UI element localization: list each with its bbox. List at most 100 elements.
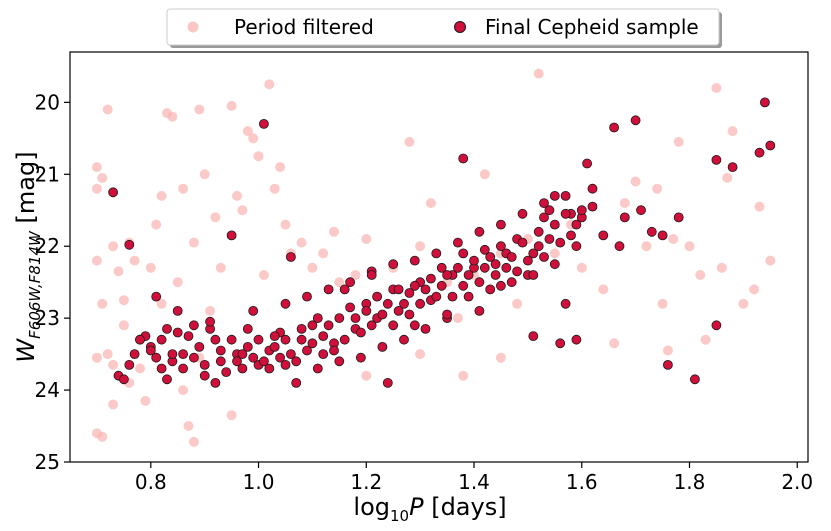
point-period-filtered [97, 298, 108, 309]
point-period-filtered [237, 205, 248, 216]
point-final-cepheid [485, 252, 496, 262]
point-final-cepheid [727, 162, 738, 173]
point-period-filtered [91, 183, 102, 194]
point-final-cepheid [619, 212, 630, 223]
point-final-cepheid [452, 262, 463, 273]
point-final-cepheid [183, 331, 194, 342]
point-final-cepheid [388, 320, 399, 331]
point-final-cepheid [528, 270, 539, 280]
legend-label-period-filtered: Period filtered [234, 15, 374, 39]
point-final-cepheid [587, 201, 598, 212]
point-final-cepheid [210, 334, 221, 345]
point-final-cepheid [517, 237, 528, 248]
point-period-filtered [318, 248, 329, 259]
point-final-cepheid [657, 230, 668, 241]
point-final-cepheid [409, 255, 420, 266]
point-final-cepheid [555, 237, 566, 248]
point-period-filtered [765, 255, 776, 266]
legend-marker-period-filtered [187, 21, 199, 33]
point-final-cepheid [307, 338, 318, 349]
point-final-cepheid [399, 334, 409, 345]
point-final-cepheid [156, 334, 167, 345]
point-final-cepheid [501, 262, 512, 273]
point-period-filtered [97, 431, 108, 442]
point-period-filtered [210, 212, 221, 223]
point-final-cepheid [210, 377, 221, 388]
point-final-cepheid [329, 345, 339, 356]
point-final-cepheid [479, 244, 490, 255]
point-final-cepheid [544, 234, 555, 244]
point-final-cepheid [576, 205, 587, 216]
point-final-cepheid [172, 305, 183, 316]
point-period-filtered [135, 363, 145, 374]
point-final-cepheid [232, 356, 242, 367]
point-period-filtered [673, 136, 684, 147]
point-final-cepheid [458, 153, 469, 164]
point-period-filtered [549, 248, 560, 259]
point-period-filtered [269, 183, 280, 194]
point-final-cepheid [135, 334, 145, 345]
point-period-filtered [361, 234, 372, 244]
point-period-filtered [242, 126, 253, 137]
point-final-cepheid [280, 334, 291, 345]
point-final-cepheid [226, 334, 237, 345]
point-final-cepheid [291, 356, 302, 367]
point-period-filtered [738, 298, 749, 309]
point-period-filtered [167, 111, 178, 122]
x-axis-label: log10P [days] [353, 493, 506, 525]
point-final-cepheid [215, 345, 226, 356]
point-final-cepheid [162, 374, 172, 385]
legend-label-final-cepheid-sample: Final Cepheid sample [485, 15, 699, 39]
point-final-cepheid [636, 205, 646, 216]
point-final-cepheid [598, 230, 609, 241]
point-final-cepheid [221, 367, 232, 378]
point-period-filtered [662, 345, 673, 356]
point-final-cepheid [377, 309, 388, 320]
point-period-filtered [668, 234, 679, 244]
point-final-cepheid [404, 288, 415, 298]
point-final-cepheid [495, 280, 506, 291]
point-final-cepheid [312, 313, 323, 324]
point-period-filtered [754, 201, 765, 212]
point-final-cepheid [151, 352, 162, 363]
legend-box [166, 8, 720, 46]
point-period-filtered [253, 151, 264, 162]
point-final-cepheid [663, 359, 673, 370]
point-final-cepheid [248, 352, 259, 363]
point-final-cepheid [528, 331, 539, 342]
point-final-cepheid [205, 316, 216, 327]
point-final-cepheid [609, 122, 619, 133]
point-final-cepheid [124, 359, 135, 370]
point-period-filtered [576, 262, 587, 273]
point-final-cepheid [458, 248, 469, 259]
point-final-cepheid [264, 363, 275, 374]
point-final-cepheid [302, 291, 312, 302]
point-final-cepheid [420, 284, 431, 295]
point-final-cepheid [469, 255, 479, 266]
point-period-filtered [479, 169, 490, 180]
point-final-cepheid [495, 241, 506, 252]
point-final-cepheid [409, 280, 420, 291]
point-final-cepheid [490, 270, 501, 280]
point-final-cepheid [630, 115, 641, 126]
x-tick-label: 1.6 [566, 470, 598, 494]
point-final-cepheid [393, 284, 404, 295]
point-final-cepheid [253, 334, 264, 345]
point-final-cepheid [458, 280, 469, 291]
point-final-cepheid [285, 252, 296, 262]
point-final-cepheid [129, 349, 140, 360]
point-final-cepheid [296, 323, 307, 334]
y-axis: 20 21 22 23 24 25 [35, 90, 70, 474]
point-period-filtered [425, 198, 436, 209]
point-final-cepheid [188, 320, 199, 331]
legend: Period filtered Final Cepheid sample [166, 8, 722, 48]
point-final-cepheid [318, 349, 329, 360]
x-tick-label: 1.2 [350, 470, 382, 494]
point-final-cepheid [393, 305, 404, 316]
point-final-cepheid [323, 284, 334, 295]
point-final-cepheid [334, 313, 345, 324]
point-final-cepheid [431, 291, 442, 302]
point-final-cepheid [463, 291, 474, 302]
point-period-filtered [296, 237, 307, 248]
point-final-cepheid [194, 341, 205, 352]
